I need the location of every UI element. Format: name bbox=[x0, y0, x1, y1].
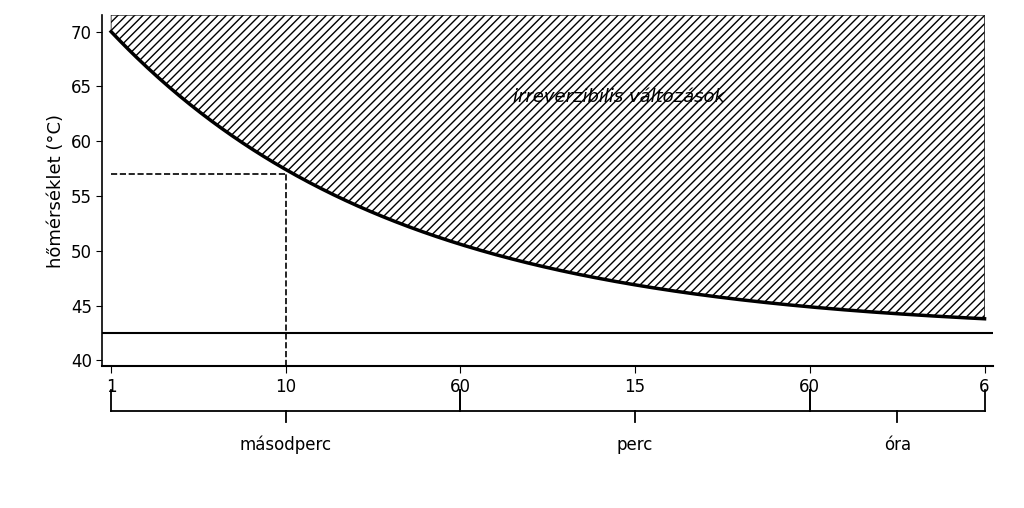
Text: irreverzibilis változások: irreverzibilis változások bbox=[513, 88, 725, 106]
Text: másodperc: másodperc bbox=[240, 436, 332, 454]
Text: óra: óra bbox=[884, 436, 910, 454]
Y-axis label: hőmérséklet (°C): hőmérséklet (°C) bbox=[47, 113, 66, 268]
Text: perc: perc bbox=[617, 436, 653, 454]
